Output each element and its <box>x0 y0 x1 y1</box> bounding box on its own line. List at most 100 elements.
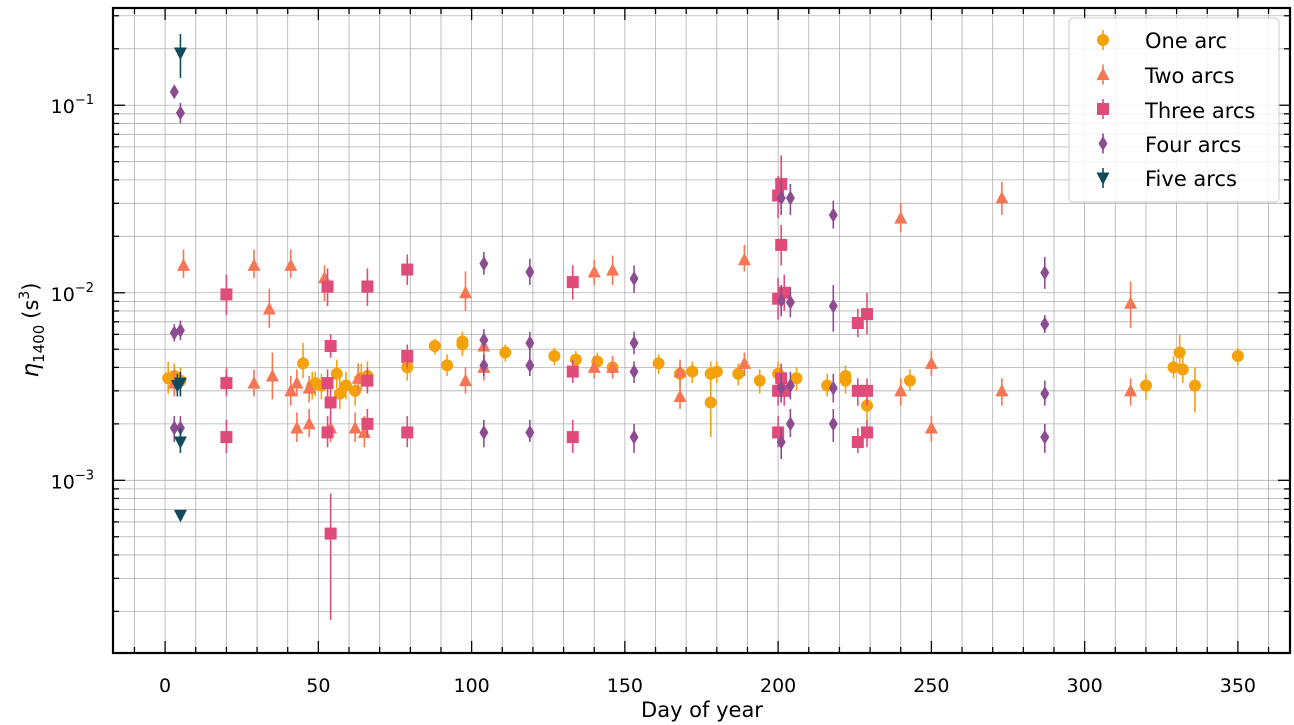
data-point-two-arcs <box>737 252 751 266</box>
data-point-four-arcs <box>629 429 639 445</box>
data-point-four-arcs <box>169 420 179 436</box>
data-point-three-arcs <box>401 426 414 439</box>
data-point-four-arcs <box>828 298 838 314</box>
data-point-two-arcs <box>458 373 472 387</box>
data-point-five-arcs <box>173 47 187 60</box>
data-point-one-arc <box>1176 363 1189 376</box>
y-axis-label-symbol: η <box>18 363 44 378</box>
data-point-three-arcs <box>566 365 579 378</box>
data-point-two-arcs <box>995 191 1009 204</box>
y-axis-label-subscript: 1400 <box>30 325 48 363</box>
data-point-one-arc <box>297 357 310 370</box>
data-point-three-arcs <box>401 350 414 363</box>
data-point-four-arcs <box>828 380 838 396</box>
x-tick-label: 300 <box>1067 675 1103 697</box>
legend-marker-three-arcs <box>1097 103 1109 115</box>
data-point-four-arcs <box>479 332 489 348</box>
y-axis-label-unit-close: ) <box>19 282 43 290</box>
data-point-four-arcs <box>1040 316 1050 332</box>
data-point-two-arcs <box>290 421 304 434</box>
legend-marker-four-arcs <box>1098 136 1108 151</box>
data-point-four-arcs <box>828 207 838 223</box>
y-tick-base: 10 <box>51 96 75 118</box>
x-tick-label: 50 <box>306 675 330 697</box>
data-point-four-arcs <box>479 357 489 373</box>
plot-frame <box>111 6 1292 655</box>
data-point-four-arcs <box>776 292 786 308</box>
y-tick-labels: 10−3 10−2 10−1 <box>51 93 94 493</box>
data-point-four-arcs <box>785 190 795 206</box>
data-point-one-arc <box>569 353 582 366</box>
data-point-two-arcs <box>284 258 298 271</box>
data-point-four-arcs <box>175 105 185 121</box>
x-tick-label: 350 <box>1220 675 1256 697</box>
data-point-two-arcs <box>176 258 190 271</box>
data-point-three-arcs <box>324 527 337 540</box>
data-point-two-arcs <box>1124 383 1138 397</box>
data-point-two-arcs <box>924 421 938 434</box>
data-point-three-arcs <box>861 426 874 439</box>
legend-label-two-arcs: Two arcs <box>1144 64 1235 88</box>
data-point-two-arcs <box>995 383 1009 397</box>
data-point-four-arcs <box>525 335 535 351</box>
legend-label-four-arcs: Four arcs <box>1145 133 1241 157</box>
data-point-three-arcs <box>775 238 788 251</box>
data-point-four-arcs <box>629 271 639 287</box>
y-tick-base: 10 <box>51 471 75 493</box>
data-point-two-arcs <box>894 211 908 224</box>
y-tick-exponent: −3 <box>75 468 94 483</box>
data-point-three-arcs <box>361 417 374 430</box>
data-point-one-arc <box>903 374 916 387</box>
legend-box <box>1068 17 1280 203</box>
data-point-four-arcs <box>785 294 795 310</box>
x-tick-label: 250 <box>913 675 949 697</box>
data-point-three-arcs <box>361 374 374 387</box>
data-point-four-arcs <box>479 424 489 440</box>
data-point-three-arcs <box>361 280 374 293</box>
data-point-three-arcs <box>401 263 414 276</box>
data-point-one-arc <box>339 379 352 392</box>
data-point-four-arcs <box>785 416 795 432</box>
data-point-three-arcs <box>851 436 864 449</box>
data-point-four-arcs <box>1040 265 1050 281</box>
data-point-four-arcs <box>169 325 179 341</box>
data-point-three-arcs <box>321 426 334 439</box>
data-point-two-arcs <box>348 421 362 434</box>
x-tick-label: 150 <box>607 675 643 697</box>
data-layer <box>162 33 1244 620</box>
data-point-two-arcs <box>606 360 620 373</box>
data-point-four-arcs <box>169 84 179 100</box>
data-point-two-arcs <box>247 376 261 389</box>
data-point-two-arcs <box>894 383 908 397</box>
data-point-one-arc <box>839 374 852 387</box>
y-tick-base: 10 <box>51 284 75 306</box>
x-axis-label: Day of year <box>641 698 763 722</box>
data-point-four-arcs <box>175 322 185 338</box>
data-point-three-arcs <box>321 280 334 293</box>
data-point-two-arcs <box>673 389 687 402</box>
data-point-two-arcs <box>587 360 601 373</box>
data-point-one-arc <box>548 350 561 363</box>
data-point-one-arc <box>732 367 745 380</box>
data-point-three-arcs <box>861 384 874 397</box>
data-point-one-arc <box>456 335 469 348</box>
data-point-two-arcs <box>265 368 279 382</box>
data-point-three-arcs <box>220 377 233 390</box>
axes <box>111 6 1292 655</box>
legend-marker-five-arcs <box>1096 172 1110 185</box>
y-axis-label-unit: (s <box>19 300 43 319</box>
data-point-three-arcs <box>851 384 864 397</box>
y-axis-label: η1400 (s3) <box>17 282 48 377</box>
data-point-one-arc <box>499 346 512 359</box>
data-point-two-arcs <box>924 356 938 369</box>
data-point-four-arcs <box>525 357 535 373</box>
data-point-two-arcs <box>606 263 620 276</box>
data-point-one-arc <box>1167 361 1180 374</box>
data-point-two-arcs <box>737 356 751 369</box>
legend-label-one-arc: One arc <box>1145 29 1227 53</box>
data-point-four-arcs <box>776 190 786 206</box>
legend-label-five-arcs: Five arcs <box>1145 167 1237 191</box>
data-point-one-arc <box>1188 379 1201 392</box>
data-point-one-arc <box>330 367 343 380</box>
